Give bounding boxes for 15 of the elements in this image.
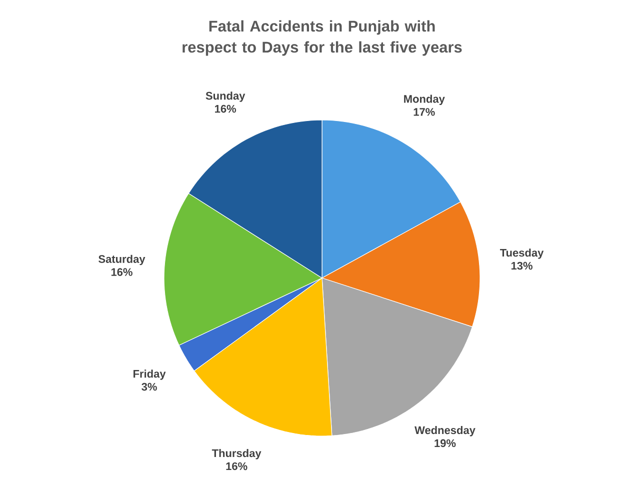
data-label: 19% <box>434 439 456 448</box>
data-label: 16% <box>111 268 132 276</box>
data-label: 16% <box>215 104 236 113</box>
slice-label: Friday <box>134 370 166 380</box>
slice-label: Thursday <box>212 449 262 460</box>
data-label: 17% <box>414 108 435 116</box>
slice-label: Wednesday <box>414 426 476 436</box>
slice-label: Sunday <box>206 92 246 102</box>
slice-label: Tuesday <box>500 248 544 259</box>
chart-title: Fatal Accidents in Punjab with respect to Days for the last five years <box>182 20 462 56</box>
data-label: 16% <box>226 462 248 470</box>
slice-label: Saturday <box>98 254 146 266</box>
data-label: 3% <box>142 382 157 391</box>
data-label: 13% <box>511 262 532 270</box>
slice-label: Monday <box>404 94 445 105</box>
